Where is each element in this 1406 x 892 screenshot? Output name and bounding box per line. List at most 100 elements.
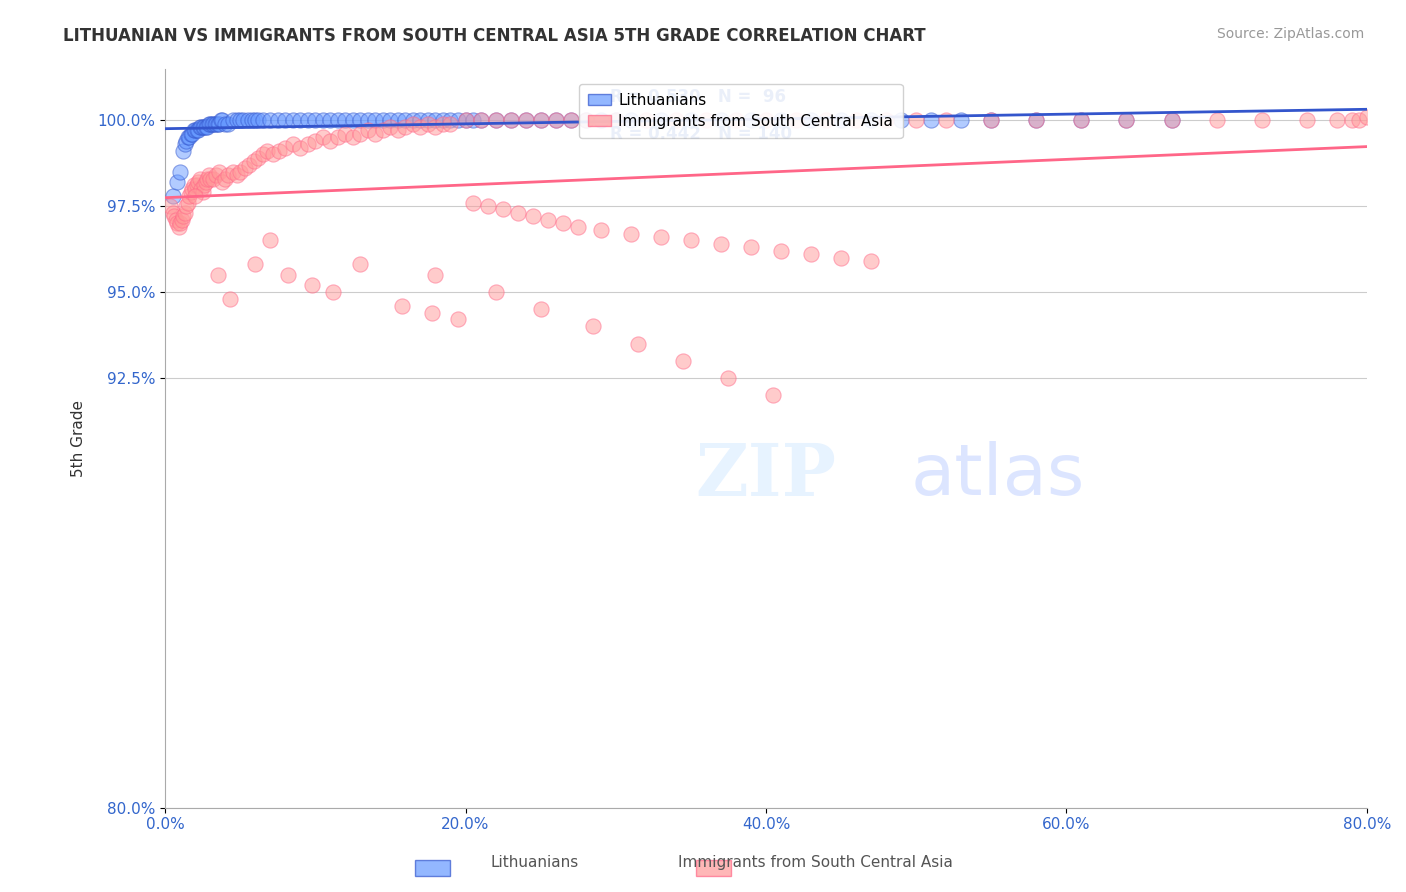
- Point: [259, 113, 281, 128]
- Point: [217, 168, 239, 182]
- Point: [1025, 113, 1047, 128]
- Point: [221, 164, 243, 178]
- Point: [627, 336, 650, 351]
- Point: [233, 161, 256, 176]
- Point: [515, 113, 537, 128]
- Point: [762, 388, 785, 402]
- Point: [176, 130, 198, 145]
- Point: [620, 227, 643, 241]
- Point: [188, 171, 211, 186]
- Point: [322, 285, 344, 299]
- Point: [247, 113, 270, 128]
- Point: [1160, 113, 1182, 128]
- Point: [567, 219, 589, 234]
- Text: R = 0.530   N =  96: R = 0.530 N = 96: [610, 87, 786, 106]
- Point: [402, 113, 425, 128]
- Point: [560, 113, 582, 128]
- Point: [252, 113, 274, 128]
- Point: [174, 134, 197, 148]
- Point: [620, 113, 643, 128]
- Point: [432, 116, 454, 130]
- Point: [890, 113, 912, 128]
- Point: [349, 113, 371, 128]
- Point: [409, 113, 432, 128]
- Point: [162, 206, 184, 220]
- Point: [484, 113, 506, 128]
- Point: [530, 113, 553, 128]
- Point: [499, 113, 522, 128]
- Point: [301, 278, 323, 293]
- Point: [207, 268, 229, 282]
- Point: [207, 116, 229, 130]
- Point: [194, 120, 217, 134]
- Point: [484, 113, 506, 128]
- Point: [589, 113, 612, 128]
- Point: [522, 210, 544, 224]
- Point: [211, 113, 233, 128]
- Point: [214, 116, 236, 130]
- Point: [422, 305, 444, 319]
- Point: [312, 113, 335, 128]
- Point: [665, 113, 688, 128]
- Point: [1160, 113, 1182, 128]
- Point: [211, 175, 233, 189]
- Point: [187, 123, 209, 137]
- Text: Source: ZipAtlas.com: Source: ZipAtlas.com: [1216, 27, 1364, 41]
- Point: [170, 212, 193, 227]
- Point: [193, 120, 215, 134]
- Point: [186, 123, 208, 137]
- Point: [188, 120, 211, 134]
- Point: [391, 299, 413, 313]
- Point: [1205, 113, 1227, 128]
- Point: [439, 116, 461, 130]
- Legend: Lithuanians, Immigrants from South Central Asia: Lithuanians, Immigrants from South Centr…: [579, 84, 903, 138]
- Point: [349, 127, 371, 141]
- Point: [477, 199, 499, 213]
- Point: [214, 171, 236, 186]
- Point: [236, 113, 259, 128]
- Point: [769, 244, 792, 258]
- Point: [176, 195, 198, 210]
- Point: [717, 371, 740, 385]
- Point: [194, 175, 217, 189]
- Point: [335, 127, 357, 141]
- Point: [204, 116, 226, 130]
- Point: [484, 285, 506, 299]
- Point: [195, 120, 218, 134]
- Point: [179, 130, 201, 145]
- Point: [197, 116, 219, 130]
- Point: [221, 113, 243, 128]
- Point: [184, 188, 207, 202]
- Point: [800, 113, 823, 128]
- Point: [560, 113, 582, 128]
- Point: [371, 123, 394, 137]
- Point: [470, 113, 492, 128]
- Point: [304, 113, 326, 128]
- Point: [380, 113, 402, 128]
- Point: [605, 113, 627, 128]
- Point: [173, 137, 195, 152]
- Point: [281, 113, 304, 128]
- Point: [980, 113, 1002, 128]
- Point: [169, 216, 191, 230]
- Point: [217, 116, 239, 130]
- Point: [245, 113, 267, 128]
- Point: [190, 120, 212, 134]
- Point: [208, 116, 231, 130]
- Point: [650, 230, 672, 244]
- Point: [159, 199, 181, 213]
- Point: [259, 234, 281, 248]
- Point: [650, 113, 672, 128]
- Point: [1070, 113, 1092, 128]
- Point: [1326, 113, 1348, 128]
- Point: [589, 223, 612, 237]
- Point: [277, 268, 299, 282]
- Point: [226, 113, 249, 128]
- Point: [162, 188, 184, 202]
- Point: [180, 186, 202, 200]
- Text: Lithuanians: Lithuanians: [491, 855, 578, 870]
- Point: [209, 113, 232, 128]
- Point: [184, 182, 207, 196]
- Point: [461, 113, 484, 128]
- Point: [183, 123, 205, 137]
